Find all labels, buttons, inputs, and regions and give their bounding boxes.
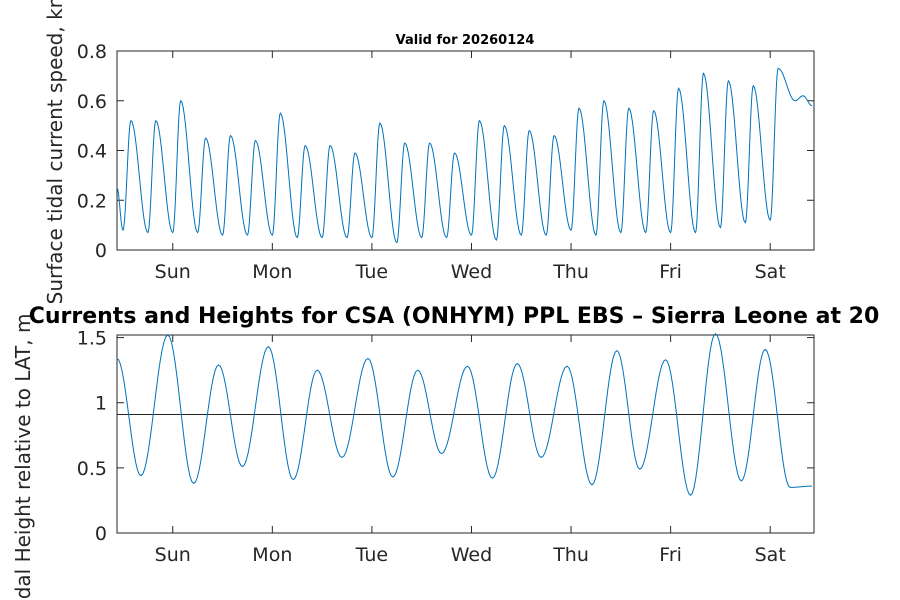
current-x-ticks: Sun Mon Tue Wed Thu Fri Sat [155,51,786,283]
height-y-tick-label: 0.5 [77,458,107,480]
height-y-tick-label: 1 [95,393,107,415]
current-x-tick-label: Tue [355,261,388,283]
height-x-tick-label: Sun [155,544,191,566]
current-x-tick-label: Thu [552,261,589,283]
main-figure-title: Currents and Heights for CSA (ONHYM) PPL… [29,304,880,329]
current-y-tick-label: 0 [95,240,107,262]
current-x-tick-label: Sun [155,261,191,283]
tidal-height-axes [116,334,815,534]
current-x-tick-label: Mon [252,261,292,283]
current-y-tick-label: 0.8 [77,41,107,63]
current-x-tick-label: Sat [755,261,786,283]
height-y-axis-label: Tidal Height relative to LAT, m [11,314,35,600]
height-x-tick-label: Wed [451,544,492,566]
current-y-tick-label: 0.2 [77,190,107,212]
tidal-height-series-line [116,332,813,496]
current-x-tick-label: Wed [451,261,492,283]
current-y-ticks: 0 0.2 0.4 0.6 0.8 [77,41,814,262]
height-x-tick-label: Thu [552,544,589,566]
current-y-tick-label: 0.6 [77,91,107,113]
current-x-tick-label: Fri [659,261,682,283]
height-x-tick-label: Sat [755,544,786,566]
current-speed-axes [116,50,815,251]
current-y-tick-label: 0.4 [77,141,107,163]
current-speed-series-line [116,67,813,244]
current-y-axis-label: Surface tidal current speed, kn [43,0,67,304]
height-x-ticks: Sun Mon Tue Wed Thu Fri Sat [155,335,786,566]
height-x-tick-label: Mon [252,544,292,566]
height-y-ticks: 0 0.5 1 1.5 [77,328,814,545]
height-x-tick-label: Tue [355,544,388,566]
height-y-tick-label: 1.5 [77,328,107,350]
height-x-tick-label: Fri [659,544,682,566]
current-chart-title: Valid for 20260124 [396,33,535,48]
height-y-tick-label: 0 [95,523,107,545]
